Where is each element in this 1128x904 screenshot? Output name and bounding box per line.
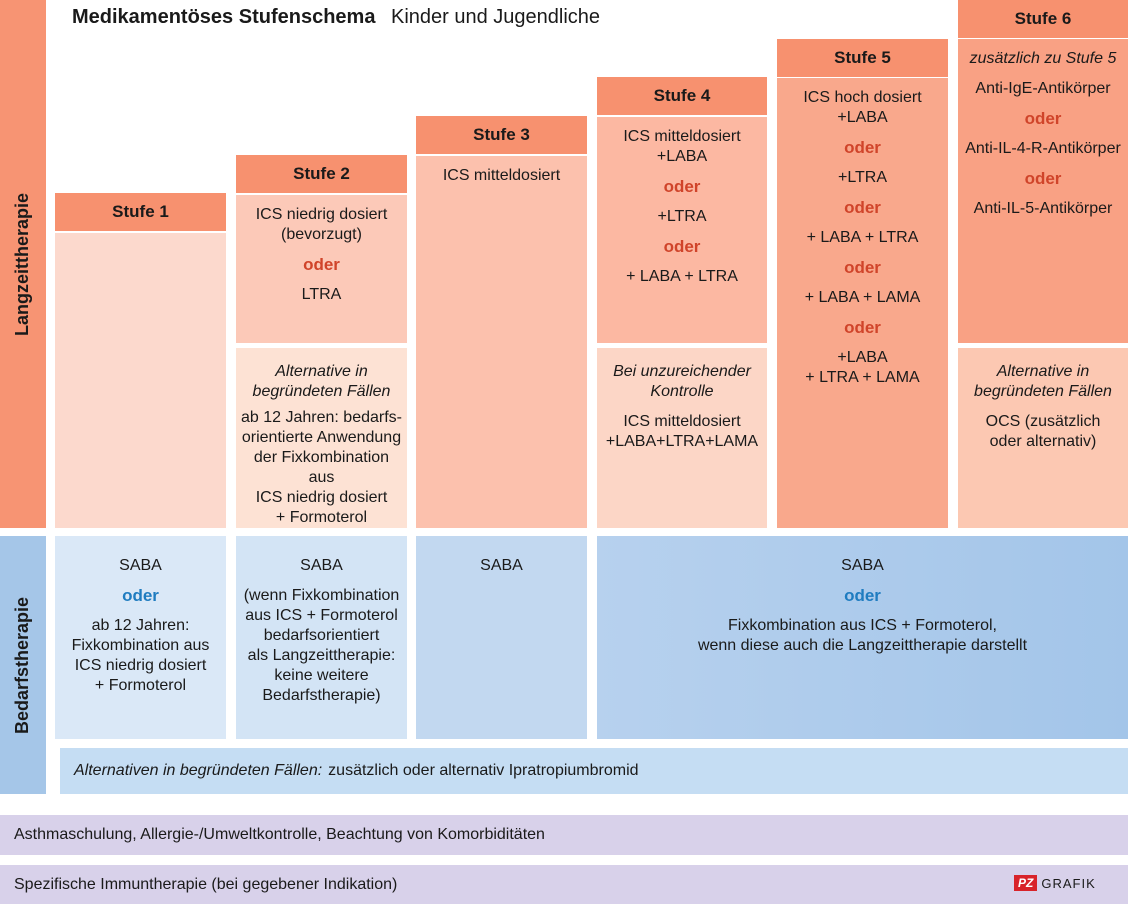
step-4-alternative-cell: Bei unzureichender Kontrolle ICS mitteldos… — [597, 348, 767, 528]
cell-text-line: ab 12 Jahren: — [91, 617, 190, 634]
cell-text-line: +LTRA — [837, 169, 888, 186]
oder-separator: oder — [663, 177, 701, 196]
cell-text-line: + Formoterol — [275, 509, 368, 526]
cell-text-line: wenn diese auch die Langzeittherapie dar… — [697, 637, 1028, 654]
step-3-main-cell: ICS mitteldosiert — [416, 156, 587, 528]
cell-italic-line: zusätzlich zu Stufe 5 — [969, 50, 1117, 67]
sidebar-long-term: Langzeittherapie — [0, 0, 46, 528]
cell-text-line: +LABA+LTRA+LAMA — [605, 433, 759, 450]
cell-text-line: SABA — [300, 557, 343, 574]
bottom-band-immunotherapy: Spezifische Immuntherapie (bei gegebener… — [0, 865, 1128, 904]
on-demand-cell-1: SABA oder ab 12 Jahren: Fixkombination aus I… — [55, 536, 226, 739]
cell-text-line: (bevorzugt) — [281, 226, 362, 243]
bottom-band-education: Asthmaschulung, Allergie-/Umweltkontroll… — [0, 815, 1128, 855]
step-6-main-cell: zusätzlich zu Stufe 5 Anti-IgE-Antikörper… — [958, 39, 1128, 343]
alternatives-band-text: zusätzlich oder alternativ Ipratropiumbr… — [328, 762, 639, 779]
cell-italic-line: begründeten Fällen — [974, 383, 1112, 400]
cell-text-line: Fixkombination aus ICS + Formoterol, — [728, 617, 997, 634]
cell-text-line: als Langzeittherapie: — [247, 647, 396, 664]
oder-separator: oder — [844, 586, 881, 605]
cell-text-line: +LABA — [837, 109, 888, 126]
cell-text-line: ICS niedrig dosiert — [74, 657, 207, 674]
cell-text-line: Anti-IgE-Antikörper — [975, 80, 1111, 97]
oder-separator: oder — [844, 258, 881, 277]
oder-separator: oder — [122, 586, 159, 605]
cell-text-line: SABA — [841, 557, 884, 574]
sidebar-on-demand: Bedarfstherapie — [0, 536, 46, 794]
step-1-main-cell — [55, 233, 226, 528]
step-2-alternative-cell: Alternative in begründeten Fällen ab 12 Ja… — [236, 348, 407, 528]
title-bold: Medikamentöses Stufenschema — [72, 6, 376, 28]
pz-grafik-logo: PZ GRAFIK — [1014, 875, 1096, 891]
on-demand-cell-2: SABA (wenn Fixkombination aus ICS + Formot… — [236, 536, 407, 739]
oder-separator: oder — [1024, 109, 1062, 128]
title-subtitle: Kinder und Jugendliche — [391, 6, 601, 28]
cell-italic-line: Alternative in — [996, 363, 1090, 380]
cell-text-line: SABA — [119, 557, 162, 574]
on-demand-cell-4: SABA oder Fixkombination aus ICS + Formote… — [597, 536, 1128, 739]
cell-text-line: oder alternativ) — [989, 433, 1097, 450]
cell-text-line: OCS (zusätzlich — [985, 413, 1101, 430]
cell-text-line: ICS mitteldosiert — [623, 128, 741, 145]
pz-logo-mark: PZ — [1014, 875, 1038, 891]
step-6-header: Stufe 6 — [958, 0, 1128, 38]
sidebar-on-demand-label: Bedarfstherapie — [12, 596, 33, 734]
oder-separator: oder — [303, 255, 340, 274]
oder-separator: oder — [844, 138, 881, 157]
cell-italic-line: Kontrolle — [650, 383, 714, 400]
cell-text-line: (wenn Fixkombination — [243, 587, 400, 604]
cell-italic-line: begründeten Fällen — [252, 383, 391, 400]
cell-text-line: + LABA + LAMA — [804, 289, 921, 306]
cell-text-line: ICS mitteldosiert — [442, 167, 561, 184]
cell-text-line: Anti-IL-4-R-Antikörper — [965, 140, 1121, 157]
step-5-main-cell: ICS hoch dosiert +LABA oder +LTRA oder + LABA… — [777, 78, 948, 528]
cell-italic-line: Bei unzureichender — [613, 363, 751, 380]
cell-text-line: ICS hoch dosiert — [803, 89, 922, 106]
oder-separator: oder — [844, 198, 881, 217]
oder-separator: oder — [1024, 169, 1062, 188]
cell-text-line: + LABA + LTRA — [806, 229, 919, 246]
cell-text-line: + Formoterol — [94, 677, 187, 694]
alternatives-band-italic: Alternativen in begründeten Fällen: — [74, 762, 323, 779]
oder-separator: oder — [663, 237, 701, 256]
alternatives-band: Alternativen in begründeten Fällen: zusä… — [60, 748, 1128, 794]
grafik-logo-text: GRAFIK — [1041, 875, 1096, 891]
cell-text-line: LTRA — [301, 286, 342, 303]
step-1-header: Stufe 1 — [55, 193, 226, 231]
cell-text-line: ICS niedrig dosiert — [255, 206, 388, 223]
cell-text-line: aus ICS + Formoterol — [245, 607, 398, 624]
cell-text-line: der Fixkombination aus — [253, 449, 390, 486]
cell-text-line: ab 12 Jahren: bedarfs- — [241, 409, 402, 426]
oder-separator: oder — [844, 318, 881, 337]
cell-text-line: +LABA — [656, 148, 708, 165]
cell-text-line: ICS mitteldosiert — [623, 413, 741, 430]
step-4-main-cell: ICS mitteldosiert +LABA oder +LTRA oder + LAB… — [597, 117, 767, 343]
on-demand-cell-3: SABA — [416, 536, 587, 739]
cell-text-line: + LABA + LTRA — [626, 268, 738, 285]
cell-text-line: Fixkombination aus — [71, 637, 210, 654]
step-4-header: Stufe 4 — [597, 77, 767, 115]
step-6-alternative-cell: Alternative in begründeten Fällen OCS (zus… — [958, 348, 1128, 528]
cell-text-line: bedarfsorientiert — [263, 627, 380, 644]
bottom-band-education-text: Asthmaschulung, Allergie-/Umweltkontroll… — [14, 826, 545, 843]
step-2-header: Stufe 2 — [236, 155, 407, 193]
cell-text-line: SABA — [480, 557, 523, 574]
cell-text-line: orientierte Anwendung — [241, 429, 402, 446]
cell-text-line: +LABA — [837, 349, 888, 366]
bottom-band-immunotherapy-text: Spezifische Immuntherapie (bei gegebener… — [14, 875, 398, 893]
step-5-header: Stufe 5 — [777, 39, 948, 77]
cell-text-line: Bedarfstherapie) — [262, 687, 381, 704]
step-2-main-cell: ICS niedrig dosiert (bevorzugt) oder LTRA — [236, 195, 407, 343]
cell-text-line: Anti-IL-5-Antikörper — [973, 200, 1113, 217]
page-title: Medikamentöses Stufenschema Kinder und J… — [72, 6, 600, 29]
cell-text-line: + LTRA + LAMA — [805, 369, 920, 386]
cell-text-line: ICS niedrig dosiert — [255, 489, 388, 506]
cell-text-line: keine weitere — [274, 667, 369, 684]
sidebar-long-term-label: Langzeittherapie — [12, 192, 33, 336]
cell-italic-line: Alternative in — [275, 363, 368, 380]
cell-text-line: +LTRA — [657, 208, 707, 225]
step-3-header: Stufe 3 — [416, 116, 587, 154]
